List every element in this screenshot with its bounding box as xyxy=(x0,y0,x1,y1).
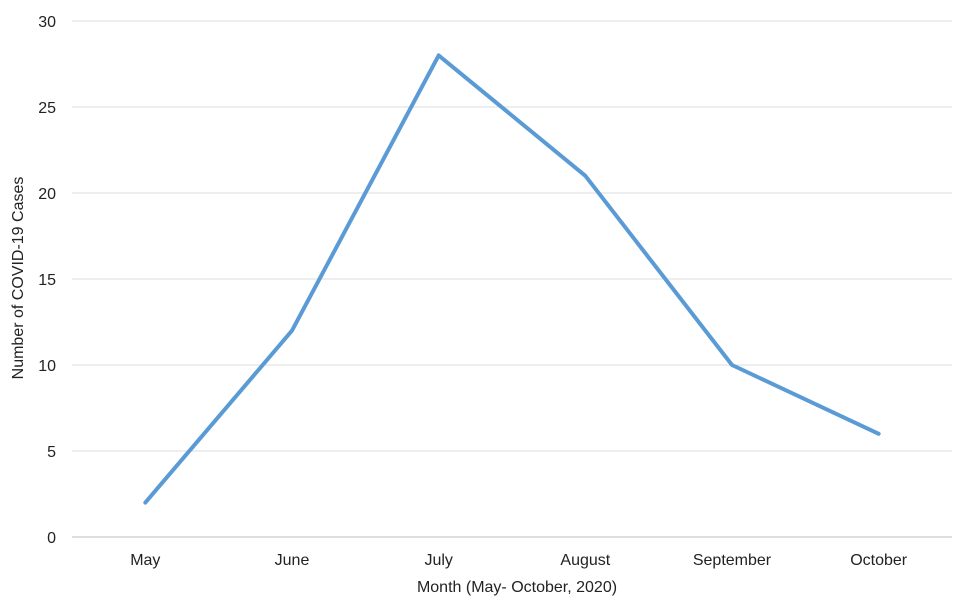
y-tick-label: 0 xyxy=(47,530,56,547)
x-tick-label: June xyxy=(275,552,310,569)
x-tick-label: October xyxy=(850,552,908,569)
x-tick-label: May xyxy=(130,552,160,569)
gridlines xyxy=(72,20,952,538)
y-axis-label: Number of COVID-19 Cases xyxy=(10,177,27,380)
y-tick-label: 10 xyxy=(38,358,56,375)
y-tick-label: 30 xyxy=(38,14,56,31)
series-lines xyxy=(143,53,881,505)
y-tick-labels: 0 5 10 15 20 25 30 xyxy=(38,14,56,547)
x-axis-label: Month (May- October, 2020) xyxy=(417,579,617,596)
series-line xyxy=(143,53,881,505)
x-tick-label: August xyxy=(560,552,610,569)
y-tick-label: 25 xyxy=(38,100,56,117)
x-tick-labels: May June July August September October xyxy=(130,552,908,569)
x-tick-label: July xyxy=(424,552,452,569)
y-tick-label: 15 xyxy=(38,272,56,289)
y-tick-label: 20 xyxy=(38,186,56,203)
x-tick-label: September xyxy=(693,552,772,569)
y-tick-label: 5 xyxy=(47,444,56,461)
